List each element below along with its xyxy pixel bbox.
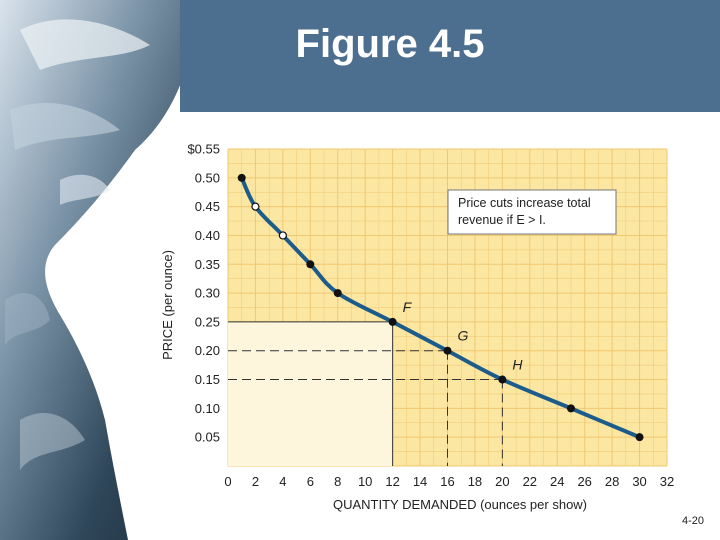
y-tick-label: 0.05 bbox=[195, 430, 220, 445]
x-tick-label: 4 bbox=[279, 474, 286, 489]
x-tick-labels: 0 2 4 6 8 10 12 14 16 18 20 22 24 26 28 30 32 bbox=[224, 474, 674, 489]
y-tick-label: 0.45 bbox=[195, 199, 220, 214]
y-tick-label: 0.20 bbox=[195, 343, 220, 358]
y-tick-label: 0.50 bbox=[195, 170, 220, 185]
title-banner bbox=[180, 0, 720, 112]
demand-curve bbox=[239, 175, 642, 440]
y-tick-label: $0.55 bbox=[187, 142, 220, 157]
x-tick-label: 12 bbox=[385, 474, 399, 489]
data-point bbox=[566, 404, 575, 413]
annotation-line-1: Price cuts increase total bbox=[458, 196, 591, 210]
point-label: H bbox=[512, 357, 523, 373]
y-tick-label: 0.10 bbox=[195, 401, 220, 416]
x-tick-label: 24 bbox=[550, 474, 564, 489]
x-tick-label: 2 bbox=[252, 474, 259, 489]
total-revenue-area bbox=[228, 321, 393, 466]
data-points bbox=[237, 173, 644, 442]
point-label: F bbox=[403, 299, 413, 315]
x-tick-label: 26 bbox=[577, 474, 591, 489]
x-tick-label: 10 bbox=[358, 474, 372, 489]
annotation-box: Price cuts increase total revenue if E >… bbox=[447, 189, 617, 235]
data-point bbox=[498, 375, 507, 384]
reference-lines bbox=[228, 321, 503, 466]
x-tick-label: 18 bbox=[468, 474, 482, 489]
x-tick-label: 16 bbox=[440, 474, 454, 489]
data-point bbox=[251, 202, 260, 211]
y-tick-label: 0.25 bbox=[195, 314, 220, 329]
y-tick-label: 0.15 bbox=[195, 372, 220, 387]
x-tick-label: 8 bbox=[334, 474, 341, 489]
data-point bbox=[333, 289, 342, 298]
point-labels: F G H bbox=[403, 299, 524, 373]
data-point bbox=[443, 346, 452, 355]
y-tick-labels: $0.55 0.50 0.45 0.40 0.35 0.30 0.25 0.20 0.15 0.1… bbox=[187, 142, 220, 445]
y-tick-label: 0.40 bbox=[195, 228, 220, 243]
data-point bbox=[306, 260, 315, 269]
annotation-line-2: revenue if E > I. bbox=[458, 213, 546, 227]
demand-chart: 0 2 4 6 8 10 12 14 16 18 20 22 24 26 28 30 32 $0.550.500… bbox=[160, 142, 674, 513]
x-tick-label: 14 bbox=[413, 474, 427, 489]
y-axis-label: PRICE (per ounce) bbox=[160, 250, 175, 360]
data-point bbox=[237, 173, 246, 182]
x-tick-label: 6 bbox=[307, 474, 314, 489]
y-tick-label: 0.30 bbox=[195, 286, 220, 301]
y-tick-label: 0.35 bbox=[195, 257, 220, 272]
x-tick-label: 20 bbox=[495, 474, 509, 489]
data-point bbox=[388, 317, 397, 326]
x-tick-label: 0 bbox=[224, 474, 231, 489]
slide-number: 4-20 bbox=[681, 515, 704, 527]
x-tick-label: 30 bbox=[632, 474, 646, 489]
point-label: G bbox=[458, 328, 469, 344]
data-point bbox=[635, 433, 644, 442]
x-tick-label: 28 bbox=[605, 474, 619, 489]
x-axis-label: QUANTITY DEMANDED (ounces per show) bbox=[333, 497, 587, 512]
data-point bbox=[278, 231, 287, 240]
x-tick-label: 22 bbox=[523, 474, 537, 489]
x-tick-label: 32 bbox=[660, 474, 674, 489]
slide-title: Figure 4.5 bbox=[295, 22, 485, 66]
